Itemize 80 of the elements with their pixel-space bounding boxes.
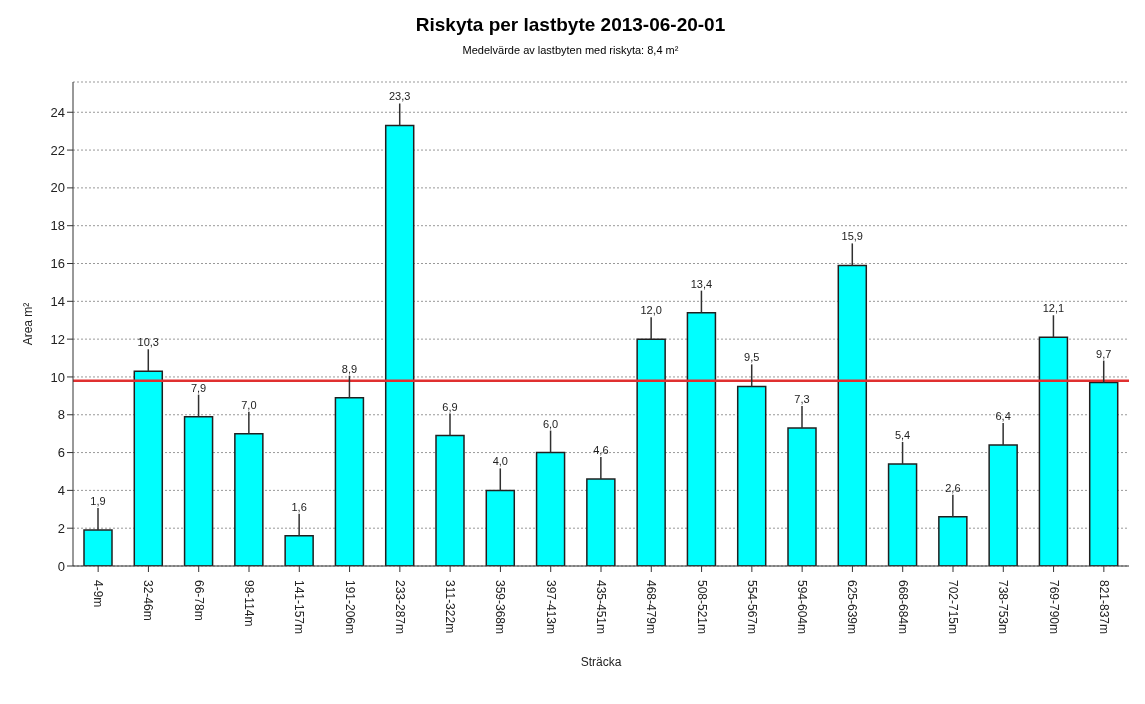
chart-title: Riskyta per lastbyte 2013-06-20-01	[414, 14, 727, 36]
x-tick-label: 359-368m	[493, 580, 508, 635]
bar	[435, 434, 465, 566]
data-label: 13,4	[690, 277, 713, 290]
data-label: 12,0	[640, 304, 662, 317]
y-tick-label: 16	[50, 256, 65, 272]
data-label: 9,5	[744, 351, 760, 364]
x-tick-label: 397-413m	[543, 580, 558, 635]
y-tick-label: 2	[57, 520, 65, 536]
x-tick-label: 668-684m	[895, 580, 910, 635]
data-label: 7,3	[794, 392, 810, 405]
y-tick-label: 22	[50, 142, 65, 158]
data-label: 9,7	[1096, 347, 1112, 360]
bar	[485, 489, 516, 566]
bar	[384, 124, 415, 566]
x-tick-label: 508-521m	[694, 580, 709, 635]
y-tick-label: 14	[50, 293, 65, 309]
data-label: 15,9	[841, 230, 863, 243]
bar	[1088, 381, 1119, 566]
bar	[183, 415, 214, 566]
data-label: 12,1	[1042, 302, 1065, 315]
y-tick-label: 0	[57, 558, 65, 574]
bar	[1038, 336, 1069, 566]
x-tick-label: 738-753m	[996, 580, 1011, 635]
data-label: 7,9	[190, 381, 207, 394]
x-tick-label: 625-639m	[845, 580, 860, 635]
y-tick-label: 6	[57, 445, 65, 461]
bar	[234, 432, 264, 566]
y-tick-label: 20	[50, 180, 65, 196]
bar	[736, 385, 767, 566]
bar	[787, 427, 817, 566]
data-label: 1,6	[291, 500, 307, 513]
y-tick-label: 8	[57, 407, 65, 423]
x-tick-label: 32-46m	[141, 580, 156, 621]
data-label: 6,4	[995, 410, 1011, 422]
bar	[334, 396, 365, 566]
data-label: 4,6	[593, 444, 609, 457]
y-tick-label: 12	[50, 331, 65, 347]
bar	[133, 370, 164, 566]
x-tick-label: 191-206m	[342, 580, 357, 635]
x-tick-label: 233-287m	[392, 580, 407, 635]
data-label: 6,0	[542, 417, 559, 430]
data-label: 10,3	[137, 336, 159, 349]
x-tick-label: 98-114m	[242, 580, 256, 627]
y-tick-label: 18	[50, 218, 65, 234]
data-label: 23,3	[389, 90, 411, 103]
x-tick-label: 4-9m	[91, 580, 106, 608]
bar	[988, 444, 1018, 566]
data-label: 4,0	[492, 455, 508, 468]
bar	[83, 529, 113, 566]
data-label: 6,9	[442, 400, 458, 413]
data-label: 2,6	[945, 481, 961, 494]
x-tick-label: 66-78m	[191, 580, 206, 621]
x-tick-label: 468-479m	[644, 580, 659, 635]
x-tick-label: 702-715m	[946, 580, 960, 635]
x-axis-title: Sträcka	[580, 655, 622, 669]
bar	[284, 535, 314, 566]
data-label: 8,9	[341, 362, 358, 375]
bar	[837, 264, 868, 566]
data-label: 7,0	[241, 398, 257, 411]
bar	[887, 463, 918, 566]
y-axis-title: Area m²	[21, 302, 35, 346]
chart-subtitle: Medelvärde av lastbyten med riskyta: 8,4 m²	[461, 44, 680, 56]
bar	[938, 516, 968, 566]
y-tick-label: 4	[57, 482, 65, 498]
y-tick-label: 10	[50, 369, 65, 385]
data-label: 5,4	[894, 428, 911, 441]
x-tick-label: 435-451m	[594, 580, 608, 635]
x-tick-label: 594-604m	[795, 580, 810, 635]
bar	[535, 451, 566, 566]
x-tick-label: 769-790m	[1046, 580, 1061, 635]
bar	[586, 478, 616, 566]
bar	[636, 338, 666, 566]
bar	[686, 311, 717, 566]
x-tick-label: 821-837m	[1096, 580, 1111, 635]
y-tick-label: 24	[50, 104, 65, 120]
x-tick-label: 141-157m	[292, 580, 307, 635]
data-label: 1,9	[90, 495, 106, 508]
x-tick-label: 554-567m	[744, 580, 759, 635]
x-tick-label: 311-322m	[443, 580, 458, 634]
